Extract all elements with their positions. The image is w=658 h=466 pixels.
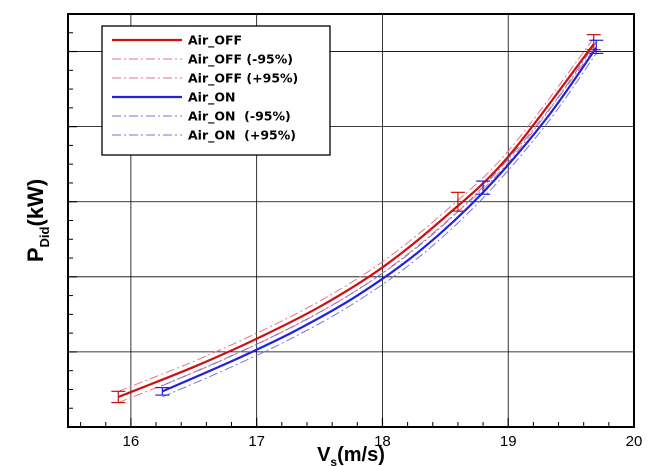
y-axis-title-main: P — [23, 247, 48, 262]
error-bars — [111, 34, 604, 404]
series-line-air-off — [117, 43, 595, 398]
legend-label-air-on: Air_ON — [188, 90, 235, 106]
series-line-air-on-95 — [162, 53, 597, 398]
legend-box — [101, 25, 331, 156]
series-layer — [117, 38, 598, 404]
x-axis-title-main: V — [317, 444, 331, 466]
legend-label-air-off-95: Air_OFF (-95%) — [188, 52, 293, 68]
series-line-air-off-95 — [118, 38, 595, 392]
legend-label-air-off: Air_OFF — [188, 33, 242, 49]
x-tick-label: 20 — [626, 433, 643, 450]
legend-label-air-on-95: Air_ON (+95%) — [188, 128, 296, 144]
x-axis-title-rest: (m/s) — [337, 444, 385, 466]
y-axis-title: PDid(kW) — [23, 179, 52, 262]
legend: Air_OFF Air_OFF (-95%) Air_OFF (+95%) Air_O… — [101, 25, 331, 156]
series-line-air-on-95 — [162, 41, 597, 387]
series-line-air-on — [161, 47, 598, 393]
legend-label-air-off-95: Air_OFF (+95%) — [188, 71, 298, 87]
ticks: 16 17 18 19 20 — [68, 32, 643, 450]
x-tick-label: 18 — [374, 433, 391, 450]
x-axis-title: Vs(m/s) — [317, 444, 385, 466]
x-tick-label: 19 — [500, 433, 517, 450]
x-tick-label: 16 — [123, 433, 140, 450]
legend-label-air-on-95: Air_ON (-95%) — [188, 109, 291, 125]
y-axis-title-rest: (kW) — [23, 179, 48, 227]
x-tick-label: 17 — [248, 433, 265, 450]
x-axis-title-sub: s — [330, 455, 337, 466]
y-axis-title-sub: Did — [37, 226, 52, 247]
